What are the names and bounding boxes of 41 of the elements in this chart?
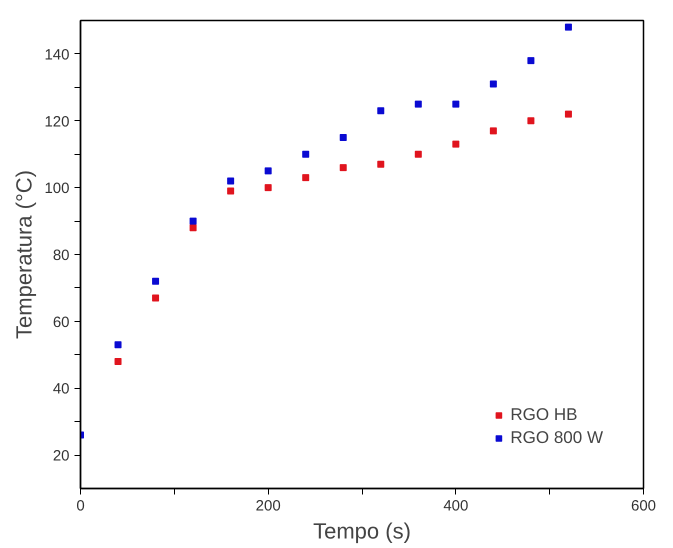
x-tick-label: 200	[256, 498, 281, 514]
y-tick-label: 120	[44, 113, 70, 130]
point	[114, 358, 122, 365]
point	[340, 134, 347, 141]
point	[490, 127, 497, 134]
point	[227, 187, 234, 194]
legend-label: RGO 800 W	[510, 428, 603, 448]
x-tick-label: 400	[443, 498, 468, 514]
y-tick-label: 20	[52, 448, 70, 465]
point	[490, 80, 497, 88]
point	[564, 24, 572, 31]
point	[152, 294, 160, 302]
y-axis-title: Temperatura (°C)	[11, 170, 36, 339]
x-axis-title: Tempo (s)	[313, 518, 411, 544]
point	[414, 100, 422, 108]
point	[190, 218, 197, 225]
point	[377, 160, 384, 168]
x-tick-label: 0	[76, 498, 85, 514]
point	[264, 167, 272, 174]
point	[452, 100, 460, 108]
y-tick-label: 100	[44, 180, 70, 198]
y-tick-label: 80	[52, 247, 70, 264]
point	[527, 117, 534, 124]
point	[377, 107, 384, 114]
point	[564, 110, 572, 118]
point	[152, 278, 160, 285]
point	[302, 174, 310, 182]
x-tick-label: 600	[630, 498, 656, 514]
point	[114, 341, 122, 348]
y-tick-label: 40	[52, 380, 70, 398]
legend-label: RGO HB	[510, 405, 578, 425]
point	[302, 150, 310, 158]
point	[227, 177, 234, 184]
point	[527, 57, 534, 64]
y-tick-label: 60	[52, 314, 70, 331]
point	[414, 150, 422, 158]
point	[340, 164, 347, 172]
y-tick-label: 140	[44, 46, 70, 64]
point	[264, 184, 272, 192]
point	[190, 224, 197, 232]
point	[452, 140, 460, 148]
